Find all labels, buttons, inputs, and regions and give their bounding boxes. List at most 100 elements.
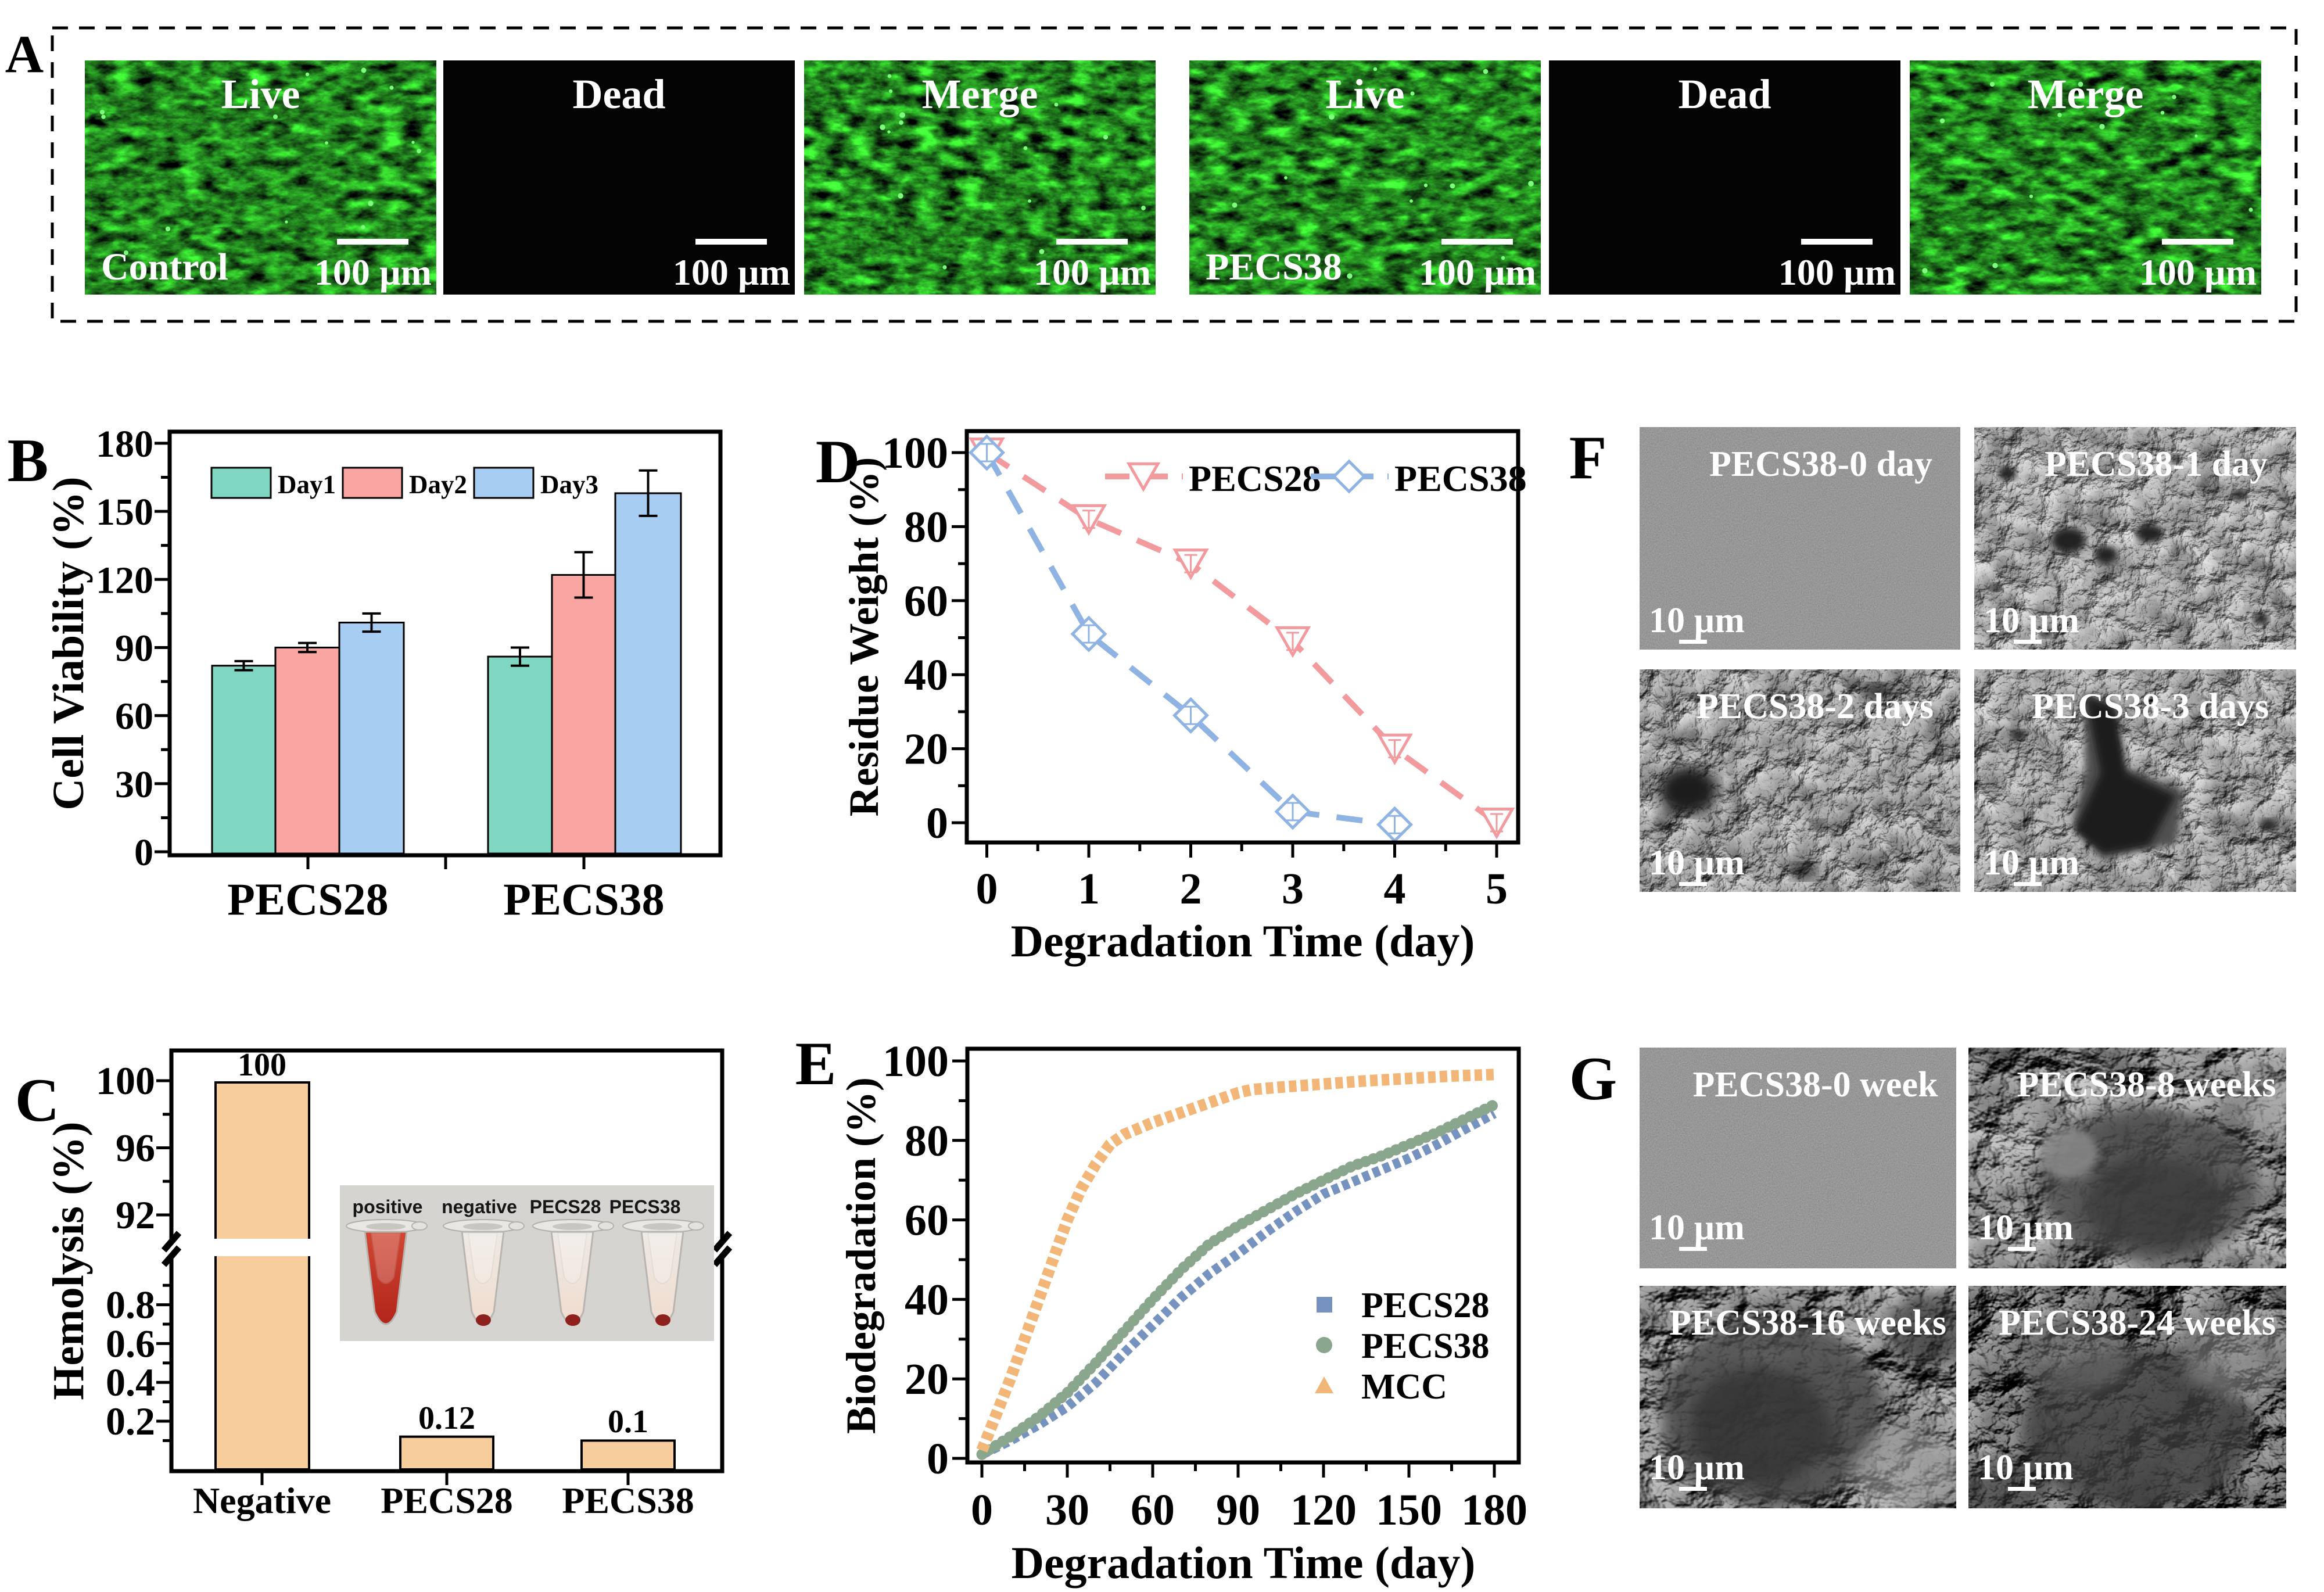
svg-text:100 µm: 100 µm <box>673 252 790 293</box>
svg-text:D: D <box>816 428 860 496</box>
svg-text:100: 100 <box>883 1037 949 1086</box>
svg-text:PECS38: PECS38 <box>503 874 664 924</box>
svg-text:PECS38-0 week: PECS38-0 week <box>1693 1065 1938 1105</box>
svg-text:2: 2 <box>1180 865 1202 913</box>
svg-text:A: A <box>5 24 44 84</box>
svg-text:20: 20 <box>905 1355 949 1404</box>
svg-text:PECS28: PECS28 <box>1189 458 1321 499</box>
svg-text:G: G <box>1569 1045 1617 1113</box>
svg-text:0.4: 0.4 <box>106 1360 155 1404</box>
svg-text:3: 3 <box>1282 865 1304 913</box>
svg-text:0: 0 <box>926 799 948 848</box>
svg-text:180: 180 <box>96 423 153 465</box>
svg-text:30: 30 <box>1045 1486 1089 1534</box>
svg-text:0: 0 <box>971 1486 993 1534</box>
svg-text:0.6: 0.6 <box>106 1321 155 1365</box>
svg-text:150: 150 <box>1376 1486 1442 1534</box>
svg-text:Live: Live <box>1326 71 1405 117</box>
svg-text:20: 20 <box>904 725 948 774</box>
svg-text:PECS38: PECS38 <box>1394 458 1527 499</box>
svg-text:40: 40 <box>905 1275 949 1324</box>
svg-text:B: B <box>8 426 49 494</box>
svg-text:10 µm: 10 µm <box>1649 843 1745 883</box>
svg-text:60: 60 <box>1131 1486 1175 1534</box>
svg-text:100: 100 <box>238 1047 286 1083</box>
svg-text:120: 120 <box>96 559 153 601</box>
svg-text:120: 120 <box>1290 1486 1357 1534</box>
svg-text:10 µm: 10 µm <box>1649 601 1745 640</box>
svg-text:0.12: 0.12 <box>418 1400 475 1436</box>
svg-text:90: 90 <box>115 627 153 669</box>
svg-text:0.2: 0.2 <box>106 1399 155 1443</box>
svg-text:80: 80 <box>905 1117 949 1166</box>
svg-text:0.8: 0.8 <box>106 1283 155 1327</box>
svg-text:80: 80 <box>904 503 948 551</box>
svg-text:MCC: MCC <box>1361 1367 1447 1407</box>
svg-text:Merge: Merge <box>2028 71 2144 117</box>
svg-text:F: F <box>1569 424 1607 492</box>
svg-text:30: 30 <box>115 763 153 806</box>
svg-text:Degradation Time (day): Degradation Time (day) <box>1012 1537 1476 1588</box>
svg-text:0.1: 0.1 <box>608 1404 648 1440</box>
svg-text:100 µm: 100 µm <box>1034 252 1151 293</box>
svg-text:60: 60 <box>904 577 948 626</box>
svg-text:0: 0 <box>976 865 998 913</box>
svg-text:Day1: Day1 <box>278 470 336 499</box>
svg-text:100: 100 <box>96 1059 155 1103</box>
svg-text:PECS38-3 days: PECS38-3 days <box>2032 687 2269 726</box>
svg-text:0: 0 <box>134 831 153 874</box>
svg-text:PECS38-8 weeks: PECS38-8 weeks <box>2017 1065 2276 1105</box>
svg-text:PECS28: PECS28 <box>227 874 388 924</box>
svg-text:Negative: Negative <box>193 1480 331 1521</box>
svg-text:Hemolysis (%): Hemolysis (%) <box>44 1121 93 1400</box>
svg-text:PECS28: PECS28 <box>1361 1286 1489 1325</box>
svg-text:PECS38-24 weeks: PECS38-24 weeks <box>1999 1303 2276 1343</box>
svg-text:E: E <box>795 1030 837 1098</box>
svg-text:0: 0 <box>927 1435 949 1483</box>
svg-text:5: 5 <box>1486 865 1508 913</box>
svg-text:PECS38-0 day: PECS38-0 day <box>1709 444 1932 484</box>
svg-text:10 µm: 10 µm <box>1649 1448 1745 1487</box>
svg-text:60: 60 <box>905 1196 949 1245</box>
svg-text:10 µm: 10 µm <box>1978 1448 2074 1487</box>
svg-text:10 µm: 10 µm <box>1978 1208 2074 1247</box>
svg-text:Merge: Merge <box>922 71 1038 117</box>
svg-text:10 µm: 10 µm <box>1649 1208 1745 1247</box>
svg-text:PECS38: PECS38 <box>609 1196 681 1217</box>
svg-text:150: 150 <box>96 491 153 533</box>
svg-text:Residue Weight (%): Residue Weight (%) <box>841 457 887 817</box>
svg-text:40: 40 <box>904 651 948 700</box>
svg-text:PECS38-2 days: PECS38-2 days <box>1697 687 1934 726</box>
svg-text:positive: positive <box>353 1196 423 1217</box>
svg-text:Dead: Dead <box>1679 71 1771 117</box>
svg-text:10 µm: 10 µm <box>1984 601 2079 640</box>
svg-text:Cell Viability (%): Cell Viability (%) <box>44 476 93 810</box>
svg-text:180: 180 <box>1461 1486 1527 1534</box>
svg-text:90: 90 <box>1216 1486 1260 1534</box>
svg-text:PECS38: PECS38 <box>562 1480 694 1521</box>
svg-text:C: C <box>15 1066 60 1134</box>
svg-text:Dead: Dead <box>573 71 666 117</box>
svg-text:100: 100 <box>882 429 948 478</box>
svg-text:Biodegradation (%): Biodegradation (%) <box>838 1077 884 1434</box>
svg-text:Degradation Time (day): Degradation Time (day) <box>1011 916 1475 966</box>
svg-text:100 µm: 100 µm <box>1778 252 1896 293</box>
svg-text:PECS28: PECS28 <box>381 1480 513 1521</box>
svg-text:Day3: Day3 <box>540 470 598 499</box>
svg-text:4: 4 <box>1384 865 1406 913</box>
svg-text:Control: Control <box>101 246 228 288</box>
svg-text:100 µm: 100 µm <box>314 252 432 293</box>
svg-text:92: 92 <box>116 1193 155 1237</box>
svg-text:96: 96 <box>116 1126 155 1170</box>
svg-text:60: 60 <box>115 695 153 738</box>
svg-text:PECS38-1 day: PECS38-1 day <box>2045 444 2268 484</box>
svg-text:100 µm: 100 µm <box>2139 252 2257 293</box>
svg-text:10 µm: 10 µm <box>1984 843 2079 883</box>
svg-text:100 µm: 100 µm <box>1419 252 1536 293</box>
svg-text:PECS28: PECS28 <box>530 1196 601 1217</box>
svg-text:PECS38: PECS38 <box>1206 246 1342 288</box>
svg-text:PECS38: PECS38 <box>1361 1326 1489 1366</box>
svg-text:Live: Live <box>221 71 300 117</box>
svg-text:Day2: Day2 <box>409 470 467 499</box>
svg-text:negative: negative <box>442 1196 517 1217</box>
